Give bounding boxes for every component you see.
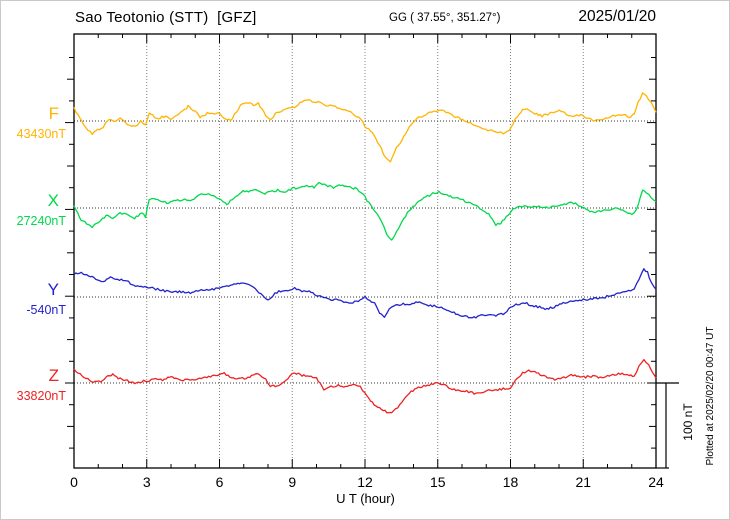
x-axis-title: U T (hour) bbox=[336, 491, 395, 506]
plotted-at-note: Plotted at 2025/02/20 00:47 UT bbox=[705, 326, 716, 466]
scale-bar-label: 100 nT bbox=[681, 403, 695, 441]
station-title: Sao Teotonio (STT) [GFZ] bbox=[75, 9, 257, 26]
geographic-coords: GG ( 37.55°, 351.27°) bbox=[389, 12, 501, 24]
trace-F bbox=[73, 92, 657, 163]
channel-value-Y: -540nT bbox=[26, 303, 66, 317]
channel-letter-F: F bbox=[48, 104, 59, 123]
plot-date: 2025/01/20 bbox=[578, 8, 656, 25]
x-tick-label-18: 18 bbox=[502, 474, 519, 490]
channel-value-X: 27240nT bbox=[16, 214, 66, 228]
channel-letter-Z: Z bbox=[48, 366, 59, 385]
x-tick-label-9: 9 bbox=[288, 474, 297, 490]
x-tick-label-21: 21 bbox=[575, 474, 592, 490]
x-tick-label-6: 6 bbox=[215, 474, 224, 490]
plot-frame bbox=[73, 33, 657, 469]
x-tick-label-12: 12 bbox=[357, 474, 373, 490]
channel-value-Z: 33820nT bbox=[16, 389, 66, 403]
x-tick-label-0: 0 bbox=[70, 474, 78, 490]
x-tick-label-24: 24 bbox=[648, 474, 664, 490]
channel-letter-Y: Y bbox=[47, 280, 59, 299]
channel-letter-X: X bbox=[47, 191, 59, 210]
x-tick-label-15: 15 bbox=[429, 474, 446, 490]
trace-X bbox=[73, 181, 657, 241]
trace-Y bbox=[73, 268, 657, 319]
trace-Z bbox=[73, 358, 657, 414]
channel-value-F: 43430nT bbox=[16, 127, 66, 141]
x-tick-label-3: 3 bbox=[142, 474, 151, 490]
